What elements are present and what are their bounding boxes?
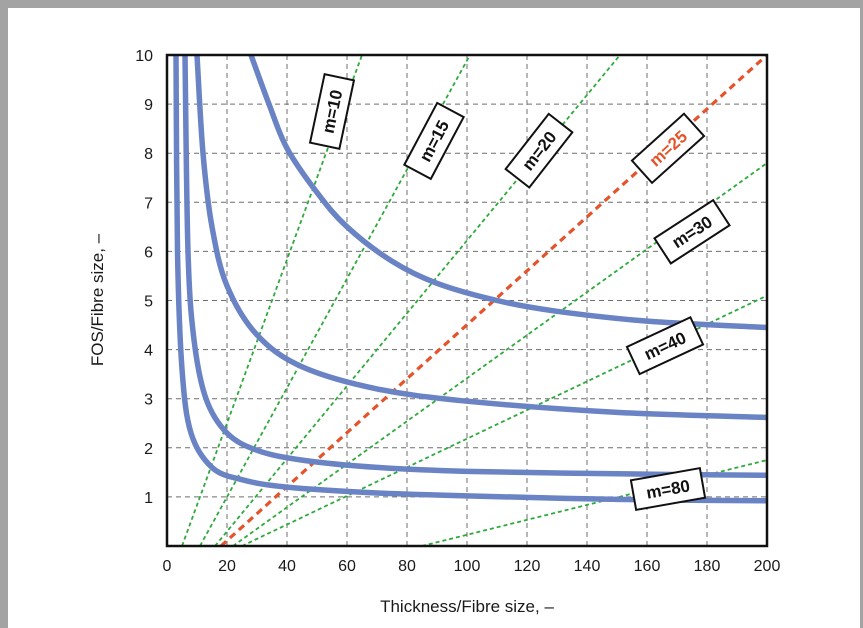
x-tick-label: 40 bbox=[278, 558, 296, 575]
m-label-box: m=80 bbox=[629, 466, 707, 512]
x-tick-label: 120 bbox=[514, 558, 541, 575]
y-tick-label: 7 bbox=[144, 195, 153, 212]
y-tick-label: 9 bbox=[144, 97, 153, 114]
curves bbox=[173, 55, 767, 504]
x-tick-label: 160 bbox=[634, 558, 661, 575]
y-tick-label: 4 bbox=[144, 343, 153, 360]
y-tick-label: 5 bbox=[144, 294, 153, 311]
m-label-frame bbox=[629, 466, 707, 512]
m-line bbox=[214, 55, 621, 546]
x-tick-label: 0 bbox=[163, 558, 172, 575]
y-tick-label: 2 bbox=[144, 441, 153, 458]
m-label-box: m=10 bbox=[308, 72, 356, 151]
x-tick-label: 100 bbox=[454, 558, 481, 575]
x-tick-label: 80 bbox=[398, 558, 416, 575]
y-tick-label: 1 bbox=[144, 490, 153, 507]
curve bbox=[182, 55, 767, 479]
m-label-frame bbox=[630, 112, 706, 185]
m-label-frame bbox=[402, 101, 466, 181]
x-tick-label: 140 bbox=[574, 558, 601, 575]
m-label-frame bbox=[504, 112, 574, 189]
x-tick-label: 60 bbox=[338, 558, 356, 575]
x-tick-label: 20 bbox=[218, 558, 236, 575]
y-tick-label: 10 bbox=[135, 48, 153, 65]
x-tick-label: 180 bbox=[694, 558, 721, 575]
x-axis-title: Thickness/Fibre size, – bbox=[380, 597, 554, 616]
m-label-frame bbox=[625, 315, 705, 376]
y-axis-title: FOS/Fibre size, – bbox=[88, 233, 107, 366]
x-tick-label: 200 bbox=[754, 558, 781, 575]
curve bbox=[248, 55, 767, 331]
y-tick-label: 6 bbox=[144, 244, 153, 261]
m-label-frame bbox=[653, 198, 731, 265]
m-line bbox=[199, 55, 471, 546]
plot-border bbox=[165, 53, 769, 548]
m-label-frame bbox=[308, 72, 356, 151]
tick-labels: 0 20 40 60 80 100 120 140 160 180 200 1 2 3 4 5 6 7 8 9 10 bbox=[135, 48, 780, 575]
y-tick-label: 8 bbox=[144, 146, 153, 163]
y-tick-label: 3 bbox=[144, 392, 153, 409]
curve bbox=[173, 55, 767, 504]
m-labels: m=10m=15 m=20 m=25m=30m=40m=80 bbox=[308, 72, 731, 512]
curve bbox=[194, 55, 767, 421]
